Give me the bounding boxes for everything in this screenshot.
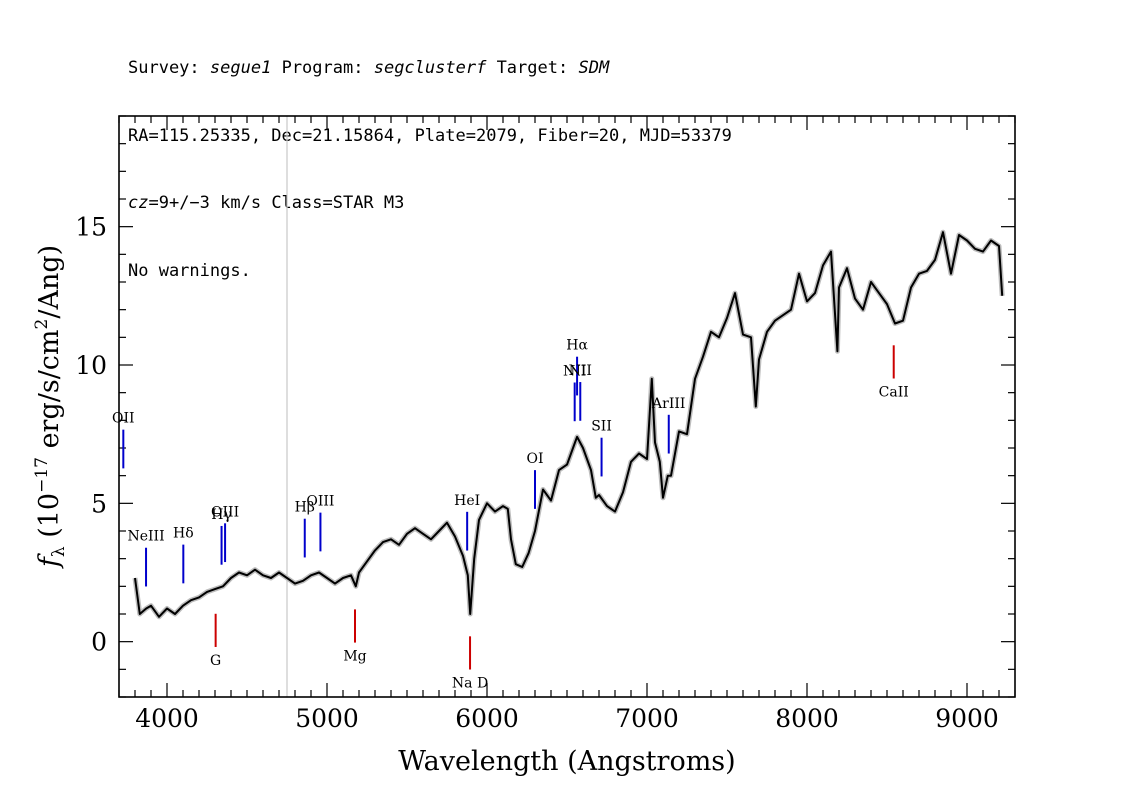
line-marker: NII — [563, 363, 586, 422]
line-label: SII — [591, 419, 612, 435]
x-tick-label: 6000 — [455, 704, 519, 733]
spectrum-line — [134, 231, 1004, 618]
program-value: segclusterf — [373, 58, 487, 78]
line-marker: OIII — [306, 494, 334, 552]
line-label: HeI — [454, 493, 480, 509]
y-axis-title: fλ (10−17 erg/s/cm2/Ang) — [32, 245, 69, 569]
survey-label: Survey: — [128, 58, 200, 78]
target-value: SDM — [578, 58, 610, 78]
line-label: NII — [569, 363, 592, 379]
line-marker: G — [210, 613, 221, 669]
line-marker: HeI — [454, 493, 480, 551]
target-label: Target: — [496, 58, 569, 78]
x-axis-title: Wavelength (Angstroms) — [398, 746, 735, 777]
x-tick-label: 4000 — [135, 704, 199, 733]
line-marker: Na D — [452, 636, 488, 692]
plot-frame — [118, 115, 1016, 698]
y-tick-label: 10 — [75, 351, 107, 380]
line-label: Hδ — [173, 526, 194, 542]
y-tick-label: 15 — [75, 213, 107, 242]
line-label: G — [210, 653, 221, 669]
x-tick-label: 7000 — [615, 704, 679, 733]
line-marker: Hα — [566, 338, 588, 396]
line-label: NeIII — [127, 529, 164, 545]
header-line-2: RA=115.25335, Dec=21.15864, Plate=2079, … — [128, 125, 732, 146]
survey-value: segue1 — [209, 58, 272, 78]
line-marker: SII — [591, 419, 612, 477]
line-marker: Hβ — [295, 500, 315, 558]
line-label: Mg — [343, 649, 366, 665]
line-label: NII — [563, 363, 586, 379]
line-label: Hβ — [295, 500, 315, 516]
line-label: ArIII — [651, 396, 685, 412]
axis-tick-labels: 4000 5000 6000 7000 8000 9000 0 5 10 15 — [75, 213, 999, 733]
spectrum-error-band — [132, 229, 1005, 620]
line-marker: Hγ — [211, 507, 232, 565]
line-marker: OI — [526, 451, 544, 509]
line-label: CaII — [879, 385, 909, 401]
y-tick-label: 0 — [91, 628, 107, 657]
header-line-3: cz=9+/−3 km/s Class=STAR M3 — [128, 192, 732, 215]
line-label: OI — [526, 451, 543, 467]
class-text: km/s Class=STAR M3 — [209, 193, 405, 213]
line-marker: ArIII — [651, 396, 685, 454]
line-marker: Mg — [343, 609, 367, 665]
cz-value: =9+/−3 — [148, 193, 210, 213]
axis-ticks — [118, 115, 1016, 698]
line-label: OII — [112, 411, 135, 427]
cz-label: cz — [128, 193, 149, 213]
line-label: OIII — [211, 504, 239, 520]
line-marker: NeIII — [127, 529, 165, 587]
line-label: Na D — [452, 676, 488, 692]
x-tick-label: 5000 — [295, 704, 359, 733]
x-tick-label: 8000 — [775, 704, 839, 733]
line-marker: Hδ — [173, 526, 194, 584]
spectrum-header: Survey: segue1 Program: segclusterf Targ… — [128, 12, 732, 305]
header-line-1: Survey: segue1 Program: segclusterf Targ… — [128, 57, 732, 80]
plot-layer — [132, 116, 1005, 697]
line-marker: NII — [569, 363, 592, 421]
line-marker: CaII — [879, 345, 909, 401]
header-line-4: No warnings. — [128, 260, 251, 281]
line-marker: OIII — [211, 504, 239, 563]
line-marker: OII — [112, 411, 135, 469]
program-label: Program: — [281, 58, 364, 78]
line-label: OIII — [306, 494, 334, 510]
line-label: Hα — [566, 338, 588, 354]
x-tick-label: 9000 — [935, 704, 999, 733]
line-label: Hγ — [211, 507, 232, 523]
y-tick-label: 5 — [91, 489, 107, 518]
